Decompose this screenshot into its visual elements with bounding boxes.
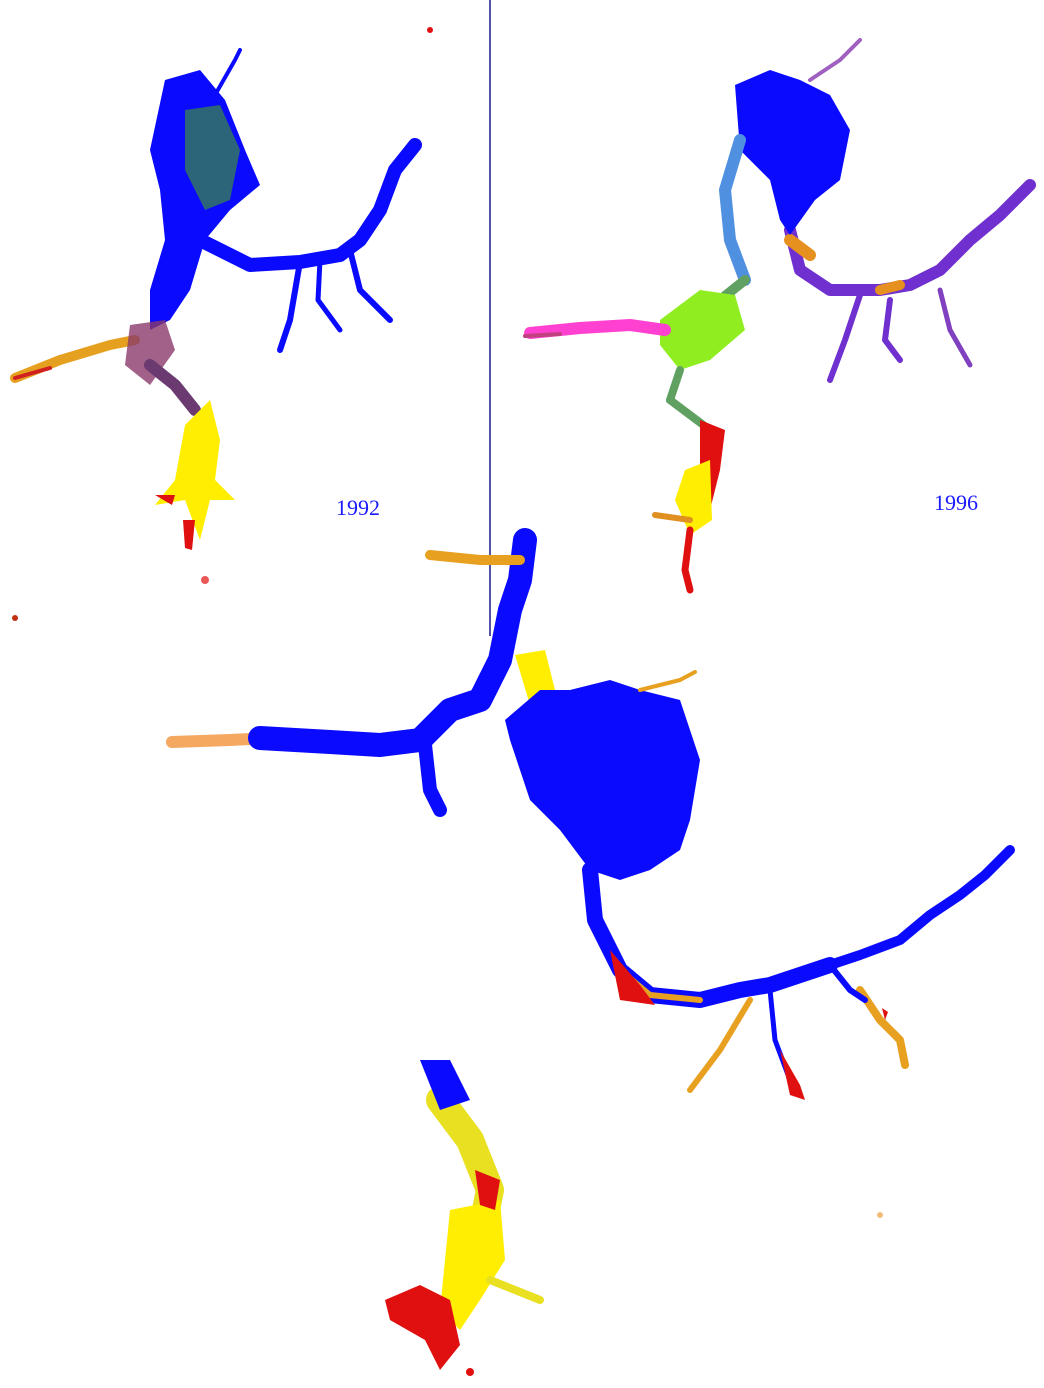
map-figure	[0, 0, 1044, 1388]
year-label: 1992	[336, 495, 380, 521]
map-combined	[172, 540, 1010, 1376]
year-label: 1996	[934, 490, 978, 516]
map-1992	[12, 27, 433, 621]
page: {"panels": [{"label": "1992"}, {"label":…	[0, 0, 1044, 1388]
